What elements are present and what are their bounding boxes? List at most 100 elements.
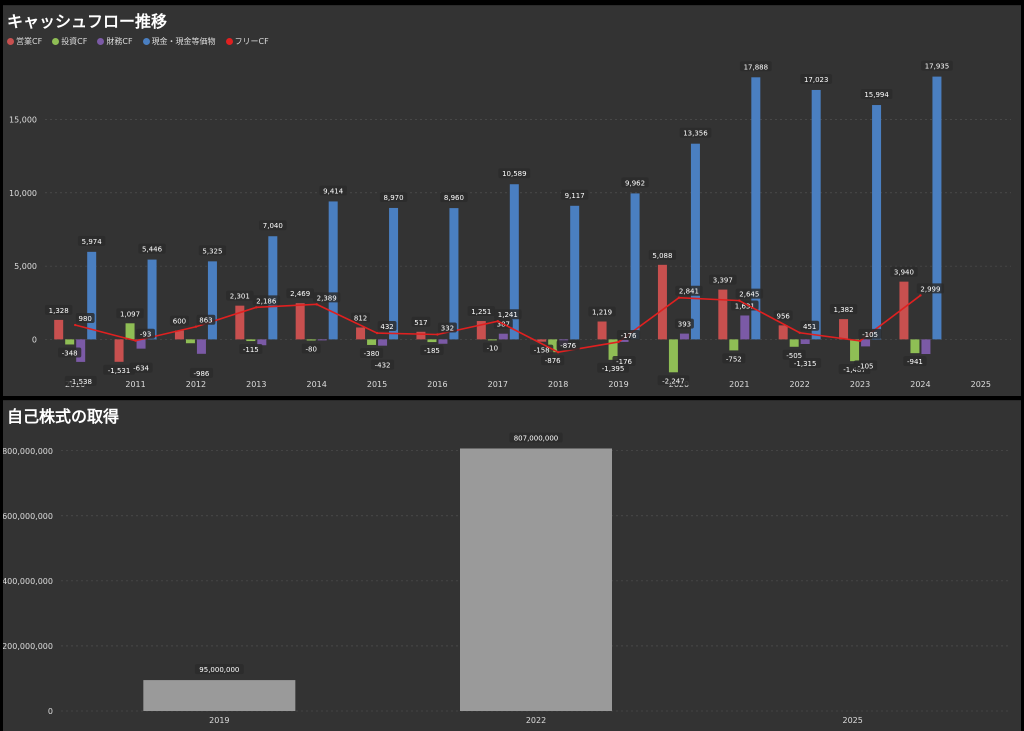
line-label-bg [494, 309, 522, 320]
free-cf-point [617, 340, 620, 344]
legend-free-cf: フリーCF [225, 36, 269, 47]
bar-0 [416, 331, 426, 340]
x-tick-label: 2019 [608, 380, 628, 389]
data-label: 2,469 [290, 290, 310, 298]
data-label: 5,974 [82, 238, 103, 246]
free-cf-point [738, 299, 741, 302]
data-label: 5,325 [202, 247, 222, 255]
bar-1 [367, 339, 377, 345]
bar-3 [570, 205, 580, 340]
data-label: 1,631 [735, 302, 755, 310]
x-tick-label: 2013 [246, 380, 266, 389]
free-cf-point [858, 339, 862, 343]
data-label: -105 [858, 362, 874, 370]
y-tick-label: 200,000,000 [3, 642, 53, 651]
line-label: 432 [380, 323, 393, 331]
data-label-bg [541, 355, 565, 366]
data-label-bg [239, 344, 263, 355]
data-label-bg [420, 345, 444, 356]
legend-operating-cf: 営業CF [7, 36, 42, 47]
data-label: -348 [62, 349, 78, 357]
line-label: 2,999 [920, 285, 940, 293]
data-label: 5,446 [142, 246, 163, 254]
bar-3 [751, 77, 761, 340]
free-cf-point [134, 339, 137, 342]
data-label: 9,117 [565, 192, 585, 200]
x-tick-label: 2022 [526, 716, 546, 725]
bar-1 [789, 339, 799, 347]
data-label-bg [129, 362, 153, 373]
line-label-bg [858, 328, 882, 339]
data-label: 17,023 [804, 76, 829, 84]
cashflow-legend: 営業CF 投資CF 財務CF 現金・現金等価物 フリーCF [7, 36, 269, 47]
data-label-bg [116, 308, 144, 319]
buyback-bar [143, 680, 296, 711]
y-tick-label: 600,000,000 [3, 512, 53, 521]
bar-0 [114, 339, 124, 362]
bar-3 [87, 251, 97, 340]
line-label-bg [437, 322, 457, 333]
bar-0 [657, 264, 667, 340]
data-label-bg [679, 127, 712, 138]
data-label: 8,960 [444, 194, 464, 202]
data-label: 9,414 [323, 187, 344, 195]
legend-label: 財務CF [106, 37, 133, 46]
data-label: 1,097 [120, 310, 140, 318]
data-label: 1,382 [834, 306, 854, 314]
data-label: -10 [487, 345, 498, 353]
bar-0 [476, 321, 486, 340]
bar-3 [147, 259, 157, 340]
data-label-bg [44, 304, 73, 315]
y-tick-label: 10,000 [9, 189, 37, 198]
bar-1 [306, 339, 316, 341]
free-cf-point [919, 294, 922, 297]
data-label-bg [482, 342, 502, 353]
data-label: 807,000,000 [514, 434, 559, 442]
data-label: 517 [414, 319, 427, 327]
legend-investing-cf: 投資CF [52, 36, 87, 47]
line-label-bg [556, 340, 580, 351]
data-label-bg [189, 367, 214, 378]
data-label: -986 [193, 370, 209, 378]
data-label: 3,940 [894, 269, 914, 277]
line-label-bg [916, 283, 945, 294]
data-label: 95,000,000 [199, 666, 239, 674]
bar-3 [389, 207, 399, 340]
line-label: 1,241 [498, 311, 518, 319]
data-label: 600 [173, 318, 186, 326]
bar-1 [910, 339, 920, 354]
line-label: 863 [199, 317, 212, 325]
free-cf-point [496, 319, 500, 323]
data-label-bg [319, 185, 347, 196]
data-label-bg [782, 349, 806, 360]
bar-3 [449, 208, 459, 340]
data-label-bg [169, 315, 189, 326]
data-label: -634 [133, 365, 149, 373]
line-label: 2,841 [679, 288, 699, 296]
x-tick-label: 2025 [971, 380, 991, 389]
buyback-panel: 自己株式の取得 0 200,000,000 400,000,000 600,000,0… [3, 400, 1021, 731]
bar-0 [295, 303, 305, 340]
legend-label: 投資CF [61, 37, 88, 46]
bar-3 [509, 184, 519, 340]
data-label-bg [194, 664, 244, 675]
data-label-bg [509, 432, 563, 443]
line-label: 332 [441, 325, 454, 333]
x-tick-label: 2023 [850, 380, 870, 389]
line-label: -176 [621, 332, 637, 340]
bar-1 [608, 339, 618, 360]
x-tick-label: 2014 [307, 380, 327, 389]
bar-0 [356, 327, 366, 340]
data-label-bg [739, 61, 772, 72]
bar-0 [778, 325, 788, 340]
line-label: 2,645 [739, 291, 759, 299]
bar-1 [427, 339, 437, 343]
bar-1 [850, 339, 860, 362]
data-label: 17,935 [925, 63, 950, 71]
x-tick-label: 2025 [842, 716, 862, 725]
data-label-bg [853, 360, 878, 371]
data-label-bg [77, 235, 106, 246]
legend-cash: 現金・現金等価物 [142, 36, 216, 47]
cashflow-panel: キャッシュフロー推移 営業CF 投資CF 財務CF 現金・現金等価物 フリーCF… [3, 5, 1021, 396]
bar-1 [125, 323, 135, 340]
